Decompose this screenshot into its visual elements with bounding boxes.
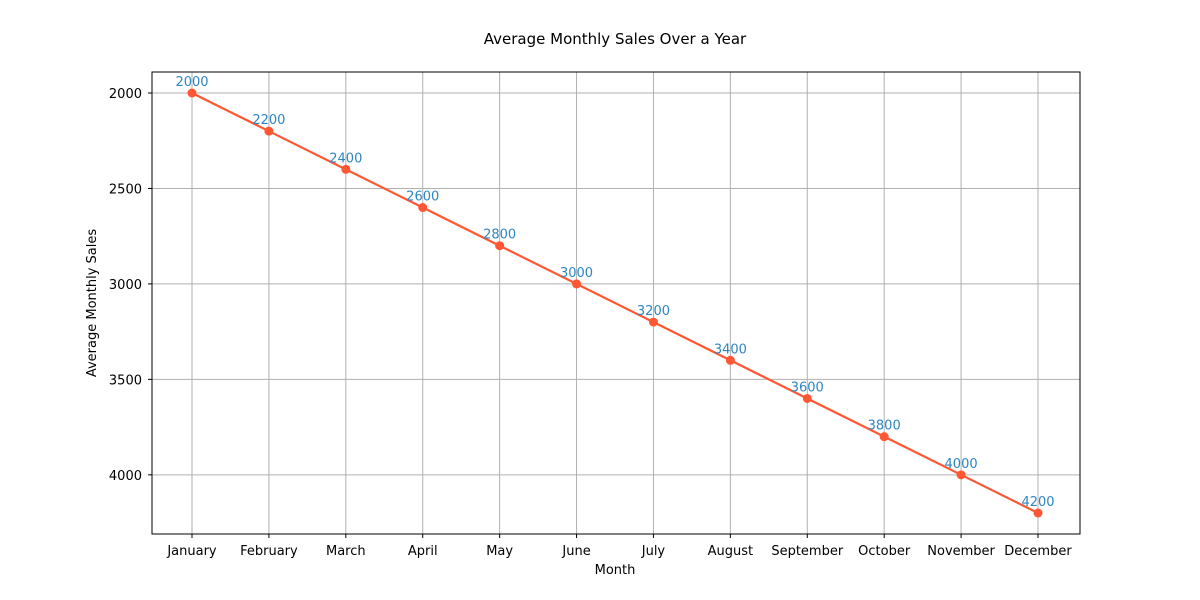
sales-line xyxy=(190,91,1040,515)
data-point-label: 2000 xyxy=(175,75,208,90)
y-tick-label: 3000 xyxy=(109,278,142,293)
x-tick-label: January xyxy=(166,544,217,559)
data-point-label: 4000 xyxy=(945,457,978,472)
x-tick-label: October xyxy=(858,544,911,559)
data-point-label: 2200 xyxy=(252,113,285,128)
x-tick-label: April xyxy=(408,544,438,559)
y-axis-ticks: 2000 2500 3000 3500 4000 xyxy=(109,87,152,484)
x-tick-label: September xyxy=(771,544,844,559)
data-labels-layer: 2000 2200 2400 2600 2800 3000 3200 3400 3600 3800… xyxy=(175,75,1054,510)
data-point-label: 3200 xyxy=(637,304,670,319)
x-tick-label: May xyxy=(486,544,513,559)
x-axis-label: Month xyxy=(595,563,636,578)
x-tick-label: February xyxy=(240,544,298,559)
data-point-label: 3800 xyxy=(868,419,901,434)
markers-layer xyxy=(187,88,1043,518)
grid-lines xyxy=(152,72,1080,534)
x-axis-ticks: January February March April May June July Augu… xyxy=(166,534,1072,559)
x-tick-label: August xyxy=(708,544,754,559)
y-tick-label: 4000 xyxy=(109,469,142,484)
x-tick-label: July xyxy=(641,544,666,559)
data-point-label: 4200 xyxy=(1021,495,1054,510)
data-point-marker xyxy=(264,126,274,136)
y-tick-label: 2000 xyxy=(109,87,142,102)
y-tick-label: 2500 xyxy=(109,182,142,197)
data-point-marker xyxy=(418,203,428,213)
x-tick-label: March xyxy=(326,544,366,559)
data-point-label: 2800 xyxy=(483,228,516,243)
x-tick-label: June xyxy=(561,544,590,559)
data-point-marker xyxy=(1033,508,1043,518)
plot-frame xyxy=(151,71,1081,535)
data-point-marker xyxy=(879,432,889,442)
data-point-label: 3000 xyxy=(560,266,593,281)
data-point-label: 2400 xyxy=(329,151,362,166)
y-axis-label: Average Monthly Sales xyxy=(85,229,100,378)
data-point-marker xyxy=(648,317,658,327)
data-point-label: 2600 xyxy=(406,190,439,205)
data-point-label: 3600 xyxy=(791,380,824,395)
data-point-marker xyxy=(187,88,197,98)
series-layer xyxy=(190,91,1040,515)
y-tick-label: 3500 xyxy=(109,373,142,388)
data-point-marker xyxy=(802,393,812,403)
chart-title: Average Monthly Sales Over a Year xyxy=(484,30,747,48)
x-tick-label: November xyxy=(927,544,995,559)
data-point-marker xyxy=(725,355,735,365)
data-point-marker xyxy=(495,241,505,251)
data-point-marker xyxy=(341,164,351,174)
x-tick-label: December xyxy=(1004,544,1072,559)
data-point-marker xyxy=(956,470,966,480)
data-point-marker xyxy=(572,279,582,289)
data-point-label: 3400 xyxy=(714,342,747,357)
